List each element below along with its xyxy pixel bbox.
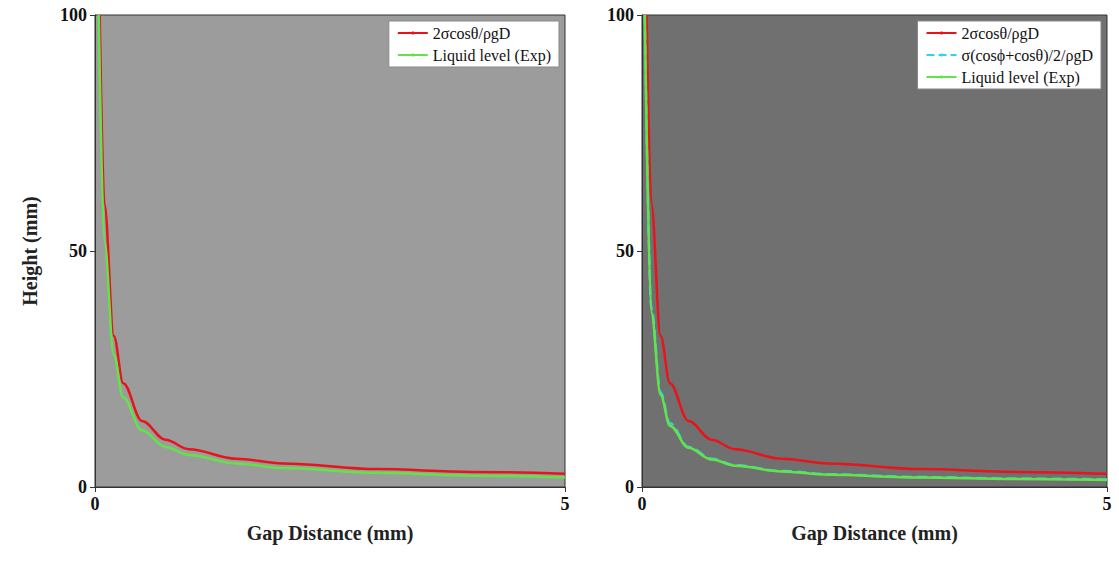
svg-text:5: 5: [561, 494, 570, 514]
svg-text:Gap Distance (mm): Gap Distance (mm): [247, 522, 414, 545]
svg-text:Gap Distance (mm): Gap Distance (mm): [791, 522, 958, 545]
svg-text:σ(cosϕ+cosθ)/2/ρgD: σ(cosϕ+cosθ)/2/ρgD: [962, 47, 1093, 65]
svg-text:50: 50: [616, 241, 634, 261]
svg-text:0: 0: [78, 477, 87, 497]
svg-text:5: 5: [1103, 494, 1112, 514]
svg-text:0: 0: [638, 494, 647, 514]
svg-text:0: 0: [91, 494, 100, 514]
svg-text:100: 100: [60, 5, 87, 25]
svg-text:2σcosθ/ρgD: 2σcosθ/ρgD: [962, 25, 1040, 43]
svg-text:Height (mm): Height (mm): [19, 196, 42, 305]
svg-text:Liquid level (Exp): Liquid level (Exp): [433, 47, 551, 65]
svg-text:Liquid level (Exp): Liquid level (Exp): [962, 69, 1080, 87]
svg-text:50: 50: [69, 241, 87, 261]
svg-text:0: 0: [625, 477, 634, 497]
svg-text:100: 100: [607, 5, 634, 25]
svg-text:2σcosθ/ρgD: 2σcosθ/ρgD: [433, 25, 511, 43]
